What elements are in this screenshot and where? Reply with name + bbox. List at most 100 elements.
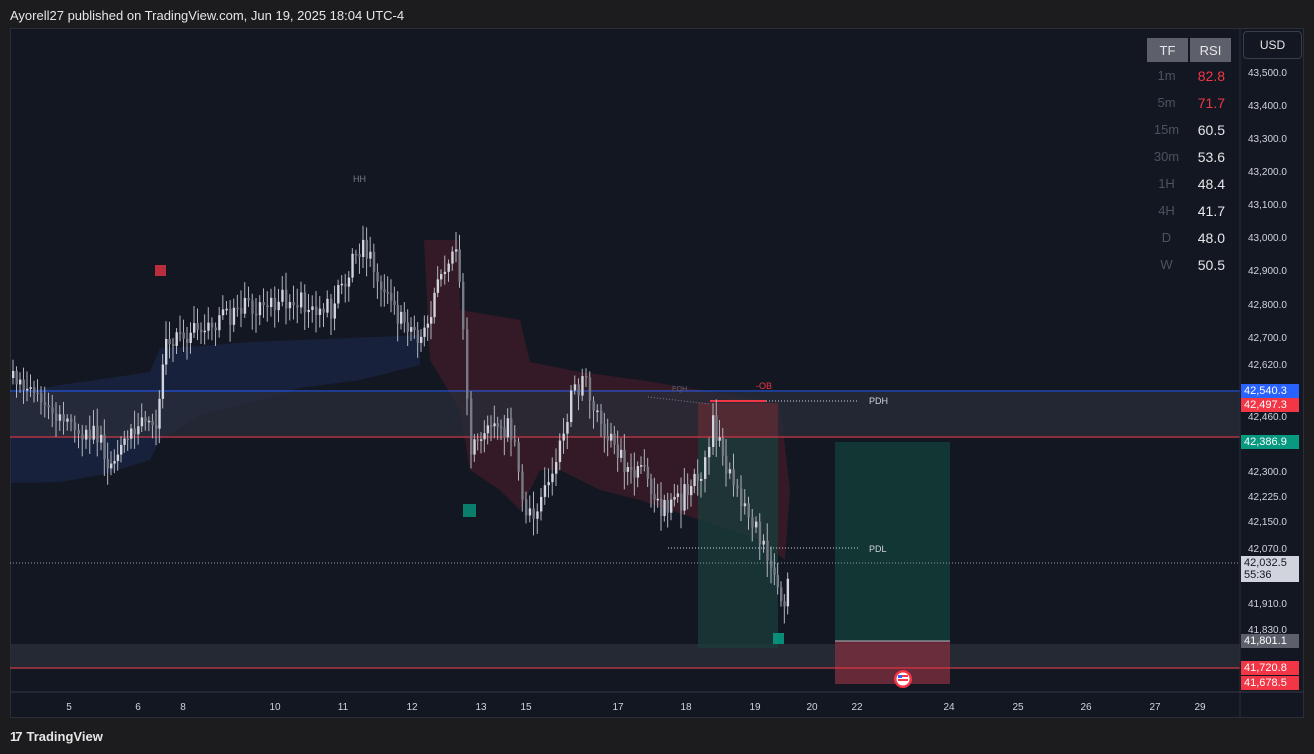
candle-body [130, 428, 133, 439]
candle-body [255, 313, 258, 316]
time-tick-label: 10 [269, 702, 281, 713]
price-tick-label: 43,400.0 [1248, 101, 1287, 112]
tradingview-brand[interactable]: 17 TradingView [10, 729, 103, 744]
price-tick-label: 43,100.0 [1248, 200, 1287, 211]
candle-body [636, 466, 640, 478]
candle-body [773, 567, 776, 576]
eqh-label: EQH [672, 386, 687, 393]
candle-body [270, 297, 273, 308]
candle-body [133, 428, 136, 435]
candle-body [120, 444, 123, 455]
candle-body [70, 418, 73, 423]
price-axis[interactable]: 43,500.0 43,400.0 43,300.0 43,200.0 43,100.0… [1248, 68, 1287, 636]
candle-body [100, 434, 103, 443]
candle-body [603, 423, 606, 436]
candle-body [326, 298, 329, 313]
candle-body [573, 384, 577, 391]
candle-body [175, 332, 178, 346]
price-tick-label: 43,300.0 [1248, 134, 1287, 145]
published-text: Ayorell27 published on TradingView.com, … [10, 8, 405, 23]
candles-group [12, 225, 790, 624]
candle-body [620, 449, 623, 458]
candle-body [558, 440, 562, 463]
candle-body [686, 484, 690, 496]
rsi-rows: 1m 82.8 5m 71.7 15m 60.5 30m 53.6 1H 48.4 4H 41.7 D 4… [1147, 62, 1231, 278]
candle-body [473, 439, 476, 455]
rsi-value: 50.5 [1197, 256, 1225, 273]
candle-body [676, 493, 680, 497]
candle-body [521, 471, 524, 500]
candle-body [555, 462, 558, 474]
candle-body [436, 279, 440, 293]
candle-body [458, 249, 461, 282]
bull-signal-marker-2 [773, 633, 784, 644]
candle-body [147, 420, 151, 423]
rsi-timeframe: 15m [1153, 122, 1180, 137]
candle-body [26, 388, 29, 391]
time-tick-label: 27 [1149, 702, 1161, 713]
candle-body [613, 433, 616, 445]
candle-body [144, 417, 147, 422]
candle-body [751, 517, 754, 528]
time-tick-label: 18 [680, 702, 692, 713]
candle-body [406, 322, 410, 332]
candle-body [747, 503, 750, 518]
candle-body [15, 370, 18, 385]
candle-body [525, 499, 528, 516]
candle-body [106, 459, 110, 469]
candle-body [721, 437, 725, 456]
candle-body [179, 332, 182, 334]
candle-body [506, 418, 510, 438]
candle-body [193, 323, 196, 333]
candle-body [633, 469, 636, 478]
us-flag-icon[interactable] [894, 670, 912, 688]
price-axis-label: 42,032.5 [1241, 556, 1299, 570]
candle-body [73, 422, 77, 430]
candle-body [311, 306, 314, 310]
price-axis-label: 42,540.3 [1241, 384, 1299, 398]
publish-header: Ayorell27 published on TradingView.com, … [0, 0, 1314, 28]
rsi-row: 30m 53.6 [1147, 143, 1231, 170]
candle-body [413, 327, 416, 331]
time-tick-label: 12 [406, 702, 418, 713]
rsi-row: 5m 71.7 [1147, 89, 1231, 116]
candle-body [376, 271, 379, 282]
time-tick-label: 8 [180, 702, 186, 713]
candle-body [646, 466, 650, 479]
candle-body [736, 485, 739, 489]
candle-body [172, 344, 175, 346]
candle-body [643, 465, 646, 467]
candle-body [476, 439, 480, 441]
rsi-value: 82.8 [1197, 67, 1225, 84]
candle-body [92, 425, 95, 440]
candle-body [786, 578, 790, 607]
candle-body [496, 423, 500, 427]
candle-body [732, 469, 735, 486]
candle-body [704, 457, 707, 479]
price-tick-label: 41,830.0 [1248, 625, 1287, 636]
candle-body [383, 289, 386, 293]
time-tick-label: 25 [1012, 702, 1024, 713]
candle-body [322, 308, 325, 313]
candle-body [490, 425, 493, 427]
candle-body [158, 398, 161, 429]
candle-body [577, 384, 580, 396]
price-axis-label: 55:36 [1241, 568, 1299, 582]
candle-body [165, 338, 168, 365]
candle-body [390, 293, 393, 301]
candle-body [547, 482, 550, 486]
rsi-row: 4H 41.7 [1147, 197, 1231, 224]
time-tick-label: 17 [612, 702, 624, 713]
rsi-value: 48.0 [1197, 229, 1225, 246]
candle-body [262, 302, 265, 306]
currency-button[interactable]: USD [1243, 31, 1302, 59]
price-tick-label: 42,460.0 [1248, 412, 1287, 423]
candle-body [203, 330, 207, 333]
time-axis[interactable]: 5 6 8 10 11 12 13 15 17 18 19 20 22 24 25 26 27 29 [66, 702, 1206, 713]
candle-body [690, 486, 693, 496]
candle-body [758, 521, 762, 545]
candle-body [403, 311, 406, 323]
candle-body [62, 414, 65, 422]
candle-body [186, 338, 189, 343]
